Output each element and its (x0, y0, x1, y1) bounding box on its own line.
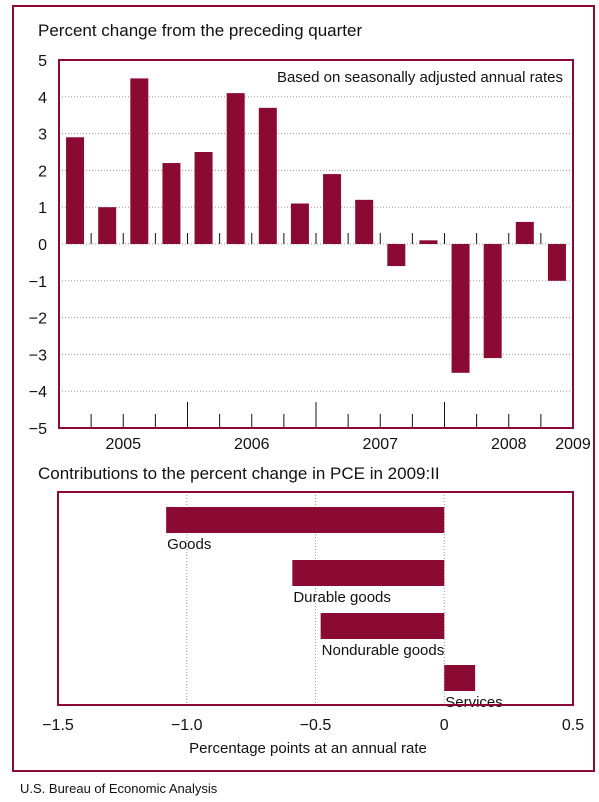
top-bar-chart: 5 4 3 2 1 0 −1 −2 −3 −4 −5 2005 2006 2007 2008 2009 Ba… (29, 53, 591, 453)
x-tick-label: −1.5 (42, 717, 74, 734)
year-label: 2009 (555, 436, 591, 453)
bar-2008:IV (547, 244, 566, 281)
year-label: 2008 (491, 436, 527, 453)
bottom-bars (166, 507, 476, 691)
y-tick-label: 3 (38, 127, 47, 144)
bar-label: Nondurable goods (322, 642, 445, 659)
y-tick-label: 0 (38, 237, 47, 254)
year-label: 2007 (362, 436, 398, 453)
x-tick-label: −1.0 (171, 717, 203, 734)
y-tick-label: 2 (38, 163, 47, 180)
top-x-axis: 2005 2006 2007 2008 2009 (90, 402, 591, 453)
top-chart-title: Percent change from the preceding quarte… (38, 21, 363, 40)
top-annotation: Based on seasonally adjusted annual rate… (277, 69, 563, 86)
bar-label: Durable goods (293, 589, 391, 606)
bar-2006:I (194, 152, 213, 244)
y-tick-label: 5 (38, 53, 47, 70)
bar-2008:II (483, 244, 502, 359)
y-tick-label: −2 (29, 311, 47, 328)
bottom-x-axis-label: Percentage points at an annual rate (189, 740, 427, 757)
bar-nondurable-goods (320, 613, 445, 639)
bar-services (444, 665, 476, 691)
chart-frame (12, 5, 595, 772)
y-tick-label: −5 (29, 421, 47, 438)
bar-2005:I (66, 137, 85, 244)
bar-goods (166, 507, 445, 533)
bar-2006:II (226, 93, 245, 245)
bar-2007:II (355, 199, 374, 244)
y-tick-label: −3 (29, 347, 47, 364)
bottom-bar-chart: Goods Durable goods Nondurable goods Servic… (42, 491, 584, 757)
bar-2006:III (258, 107, 277, 244)
bar-2008:III (515, 221, 534, 244)
bar-2007:III (387, 244, 406, 267)
bar-2005:IV (162, 163, 181, 244)
top-y-axis: 5 4 3 2 1 0 −1 −2 −3 −4 −5 (29, 53, 47, 438)
bar-label: Goods (167, 536, 211, 553)
y-tick-label: 4 (38, 90, 47, 107)
bar-2007:I (323, 174, 342, 244)
year-label: 2006 (234, 436, 270, 453)
bar-2007:IV (419, 240, 438, 244)
y-tick-label: −4 (29, 384, 47, 401)
year-label: 2005 (105, 436, 141, 453)
x-tick-label: −0.5 (300, 717, 332, 734)
bar-2006:IV (290, 203, 309, 244)
top-plot-frame (58, 59, 574, 429)
top-quarter-ticks (90, 232, 542, 244)
bottom-bar-labels: Goods Durable goods Nondurable goods Servic… (167, 536, 503, 711)
source-note: U.S. Bureau of Economic Analysis (20, 781, 218, 796)
bottom-chart-title: Contributions to the percent change in P… (38, 464, 440, 483)
x-tick-label: 0.5 (562, 717, 584, 734)
bar-2005:II (98, 207, 117, 244)
bottom-x-axis: −1.5 −1.0 −0.5 0 0.5 (42, 717, 584, 734)
bottom-plot-frame (57, 491, 574, 706)
y-tick-label: 1 (38, 200, 47, 217)
bar-durable-goods (292, 560, 445, 586)
top-bars (66, 78, 566, 373)
bar-2008:I (451, 244, 470, 373)
y-tick-label: −1 (29, 274, 47, 291)
bar-2005:III (130, 78, 149, 245)
bar-label: Services (445, 694, 503, 711)
x-tick-label: 0 (440, 717, 449, 734)
